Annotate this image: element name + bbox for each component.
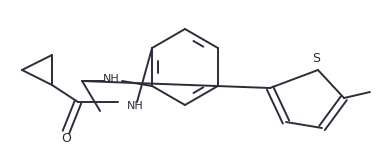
Text: NH: NH xyxy=(103,74,120,84)
Text: S: S xyxy=(312,52,320,66)
Text: O: O xyxy=(61,132,71,145)
Text: NH: NH xyxy=(127,101,144,111)
